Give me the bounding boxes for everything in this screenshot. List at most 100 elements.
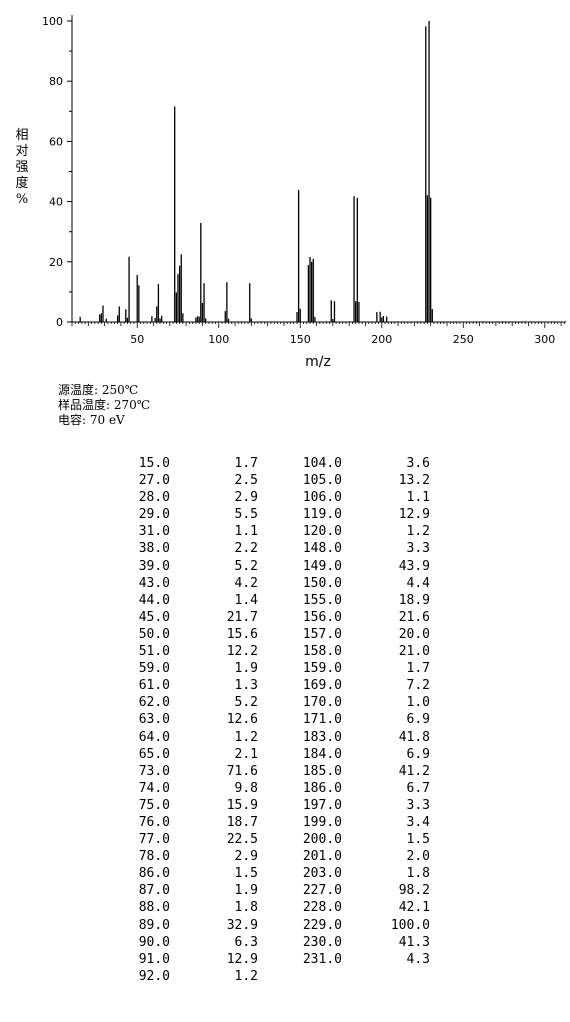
peak-intensity: 1.7 (406, 661, 430, 677)
peak-intensity: 1.3 (234, 678, 258, 694)
peak-mz: 183.0 (302, 729, 342, 745)
peak-intensity: 5.2 (234, 558, 258, 574)
peak-mz: 45.0 (138, 609, 170, 625)
peak-mz: 200.0 (302, 832, 342, 848)
peak-intensity: 3.6 (406, 456, 430, 471)
y-axis-label-char: 度 (15, 176, 29, 191)
y-tick-label: 60 (49, 135, 63, 148)
peak-intensity: 42.1 (398, 900, 430, 916)
peak-intensity: 12.6 (226, 712, 258, 728)
peak-mz: 29.0 (138, 507, 170, 523)
peak-mz: 88.0 (138, 900, 170, 916)
peak-mz: 156.0 (302, 609, 342, 625)
peak-mz: 229.0 (302, 917, 342, 933)
peak-mz: 230.0 (302, 934, 342, 950)
peak-mz: 104.0 (302, 456, 342, 471)
peak-intensity: 6.9 (406, 712, 430, 728)
peak-table-row: 119.0 12.9 (292, 506, 430, 523)
x-axis-label: m/z (305, 354, 331, 370)
y-tick-label: 20 (49, 256, 63, 269)
peak-mz: 203.0 (302, 866, 342, 882)
peak-intensity: 1.2 (234, 968, 258, 984)
peak-mz: 28.0 (138, 490, 170, 506)
peak-table-row: 73.0 71.6 (120, 763, 258, 780)
y-axis-label-char: % (15, 192, 29, 207)
x-tick-label: 300 (534, 333, 555, 346)
peak-mz: 89.0 (138, 917, 170, 933)
peak-intensity: 4.4 (406, 575, 430, 591)
peak-table-row: 91.0 12.9 (120, 951, 258, 968)
peak-intensity: 1.2 (234, 729, 258, 745)
peak-table-row: 184.0 6.9 (292, 746, 430, 763)
peak-intensity: 1.7 (234, 456, 258, 471)
peak-intensity: 2.5 (234, 473, 258, 489)
peak-mz: 91.0 (138, 951, 170, 967)
peak-intensity: 2.9 (234, 490, 258, 506)
peak-intensity: 18.7 (226, 814, 258, 830)
electron-energy: 电容: 70 eV (58, 413, 125, 427)
peak-intensity: 13.2 (398, 473, 430, 489)
peak-table-row: 61.0 1.3 (120, 677, 258, 694)
peak-mz: 44.0 (138, 592, 170, 608)
peak-mz: 77.0 (138, 832, 170, 848)
peak-intensity: 1.4 (234, 592, 258, 608)
peak-mz: 31.0 (138, 524, 170, 540)
peak-mz: 169.0 (302, 678, 342, 694)
peak-intensity: 2.2 (234, 541, 258, 557)
peak-intensity: 15.6 (226, 626, 258, 642)
peak-intensity: 41.3 (398, 934, 430, 950)
axes (71, 15, 566, 323)
peak-table-row: 75.0 15.9 (120, 797, 258, 814)
peak-table-row: 39.0 5.2 (120, 558, 258, 575)
peak-table-row: 15.0 1.7 (120, 455, 258, 472)
peak-mz: 149.0 (302, 558, 342, 574)
y-tick-label: 40 (49, 196, 63, 209)
peak-table-row: 27.0 2.5 (120, 472, 258, 489)
peak-mz: 65.0 (138, 746, 170, 762)
peak-mz: 228.0 (302, 900, 342, 916)
peak-mz: 185.0 (302, 763, 342, 779)
peak-table-row: 227.0 98.2 (292, 882, 430, 899)
x-tick-label: 150 (290, 333, 311, 346)
peak-mz: 227.0 (302, 883, 342, 899)
peak-mz: 15.0 (138, 456, 170, 471)
peak-mz: 199.0 (302, 814, 342, 830)
peak-table-row: 29.0 5.5 (120, 506, 258, 523)
peak-intensity: 1.1 (234, 524, 258, 540)
peak-table-row: 201.0 2.0 (292, 848, 430, 865)
peak-mz: 120.0 (302, 524, 342, 540)
peak-table-row: 78.0 2.9 (120, 848, 258, 865)
peak-mz: 150.0 (302, 575, 342, 591)
peak-mz: 171.0 (302, 712, 342, 728)
y-tick-label: 80 (49, 75, 63, 88)
peak-intensity: 1.9 (234, 883, 258, 899)
x-axis-ticks: 50 100 150 200 250 300 (71, 322, 565, 346)
peak-intensity: 1.1 (406, 490, 430, 506)
peak-intensity: 15.9 (226, 797, 258, 813)
peak-intensity: 6.7 (406, 780, 430, 796)
peak-table-row: 45.0 21.7 (120, 609, 258, 626)
peak-mz: 78.0 (138, 849, 170, 865)
peak-table-row: 157.0 20.0 (292, 626, 430, 643)
peak-intensity: 4.2 (234, 575, 258, 591)
peak-table-row: 169.0 7.2 (292, 677, 430, 694)
peak-table-row: 203.0 1.8 (292, 865, 430, 882)
peak-intensity: 21.7 (226, 609, 258, 625)
peak-intensity: 5.2 (234, 695, 258, 711)
peak-intensity: 2.0 (406, 849, 430, 865)
peak-table-row: 186.0 6.7 (292, 780, 430, 797)
peak-intensity: 3.4 (406, 814, 430, 830)
x-tick-label: 250 (453, 333, 474, 346)
peak-mz: 201.0 (302, 849, 342, 865)
peak-table-row: 65.0 2.1 (120, 746, 258, 763)
source-temperature: 源温度: 250℃ (58, 383, 139, 397)
peak-mz: 105.0 (302, 473, 342, 489)
peak-mz: 27.0 (138, 473, 170, 489)
peak-table-row: 63.0 12.6 (120, 711, 258, 728)
peak-table-row: 43.0 4.2 (120, 575, 258, 592)
peak-mz: 38.0 (138, 541, 170, 557)
peak-table-row: 62.0 5.2 (120, 694, 258, 711)
peak-mz: 74.0 (138, 780, 170, 796)
peak-intensity: 20.0 (398, 626, 430, 642)
peak-table-row: 92.0 1.2 (120, 968, 258, 985)
